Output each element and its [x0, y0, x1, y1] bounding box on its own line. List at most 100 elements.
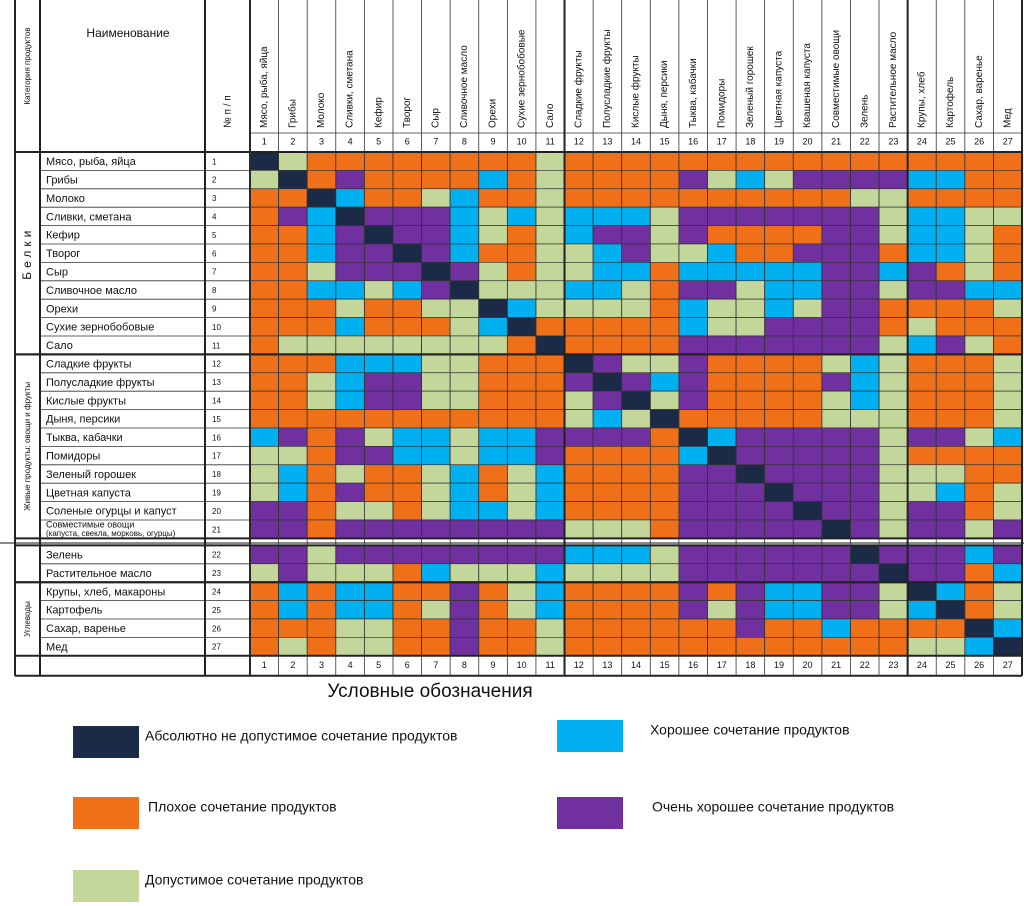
cell [564, 372, 594, 392]
cell [564, 637, 594, 657]
cell [935, 280, 966, 300]
cell [392, 427, 422, 447]
cell [421, 464, 451, 484]
cell [306, 519, 337, 539]
cell [564, 151, 594, 171]
cell [993, 545, 1023, 565]
row-number: 6 [212, 249, 217, 258]
column-number: 27 [1003, 660, 1013, 670]
cell [792, 372, 823, 392]
cell [792, 206, 823, 226]
cell [564, 563, 594, 583]
cell [850, 427, 880, 447]
cell [621, 280, 651, 300]
cell [535, 262, 565, 282]
cell [821, 618, 851, 638]
cell [792, 600, 823, 620]
row-name: Помидоры [46, 451, 100, 463]
cell [507, 482, 537, 502]
cell [678, 409, 708, 429]
row-number: 25 [212, 606, 221, 615]
cell [678, 170, 708, 190]
column-number: 15 [660, 136, 670, 146]
cell [592, 390, 623, 410]
cell [535, 151, 565, 171]
cell [707, 519, 737, 539]
row-number: 9 [212, 305, 217, 314]
cell [649, 519, 680, 539]
cell [935, 335, 966, 355]
group-label: Живые продукты: овощи и фрукты [23, 382, 32, 511]
cell [764, 427, 794, 447]
cell [621, 482, 651, 502]
cell [764, 243, 794, 263]
cell [964, 464, 994, 484]
cell [821, 225, 851, 245]
cell [478, 170, 508, 190]
cell [964, 262, 994, 282]
cell [907, 298, 937, 318]
cell [478, 501, 508, 521]
cell [935, 618, 966, 638]
cell [764, 563, 794, 583]
cell [278, 618, 308, 638]
cell [421, 372, 451, 392]
cell [335, 482, 365, 502]
cell [535, 637, 565, 657]
column-label: Цветная капуста [774, 50, 785, 128]
column-label: Мед [1002, 108, 1013, 128]
cell [507, 262, 537, 282]
cell [449, 545, 480, 565]
row-number: 2 [212, 176, 217, 185]
cell [564, 464, 594, 484]
cell [592, 206, 623, 226]
cell [764, 446, 794, 466]
cell [364, 390, 394, 410]
cell [249, 637, 279, 657]
cell [335, 501, 365, 521]
cell [764, 225, 794, 245]
legend-label: Плохое сочетание продуктов [148, 799, 337, 815]
cell [678, 335, 708, 355]
cell [821, 464, 851, 484]
row-number: 22 [212, 551, 221, 560]
cell [907, 618, 937, 638]
row-name: Сало [46, 340, 73, 352]
cell [364, 335, 394, 355]
cell [907, 354, 937, 374]
cell [392, 545, 422, 565]
cell [707, 280, 737, 300]
cell [392, 188, 422, 208]
row-number: 20 [212, 507, 221, 516]
cell [564, 581, 594, 601]
cell [707, 563, 737, 583]
cell [478, 464, 508, 484]
cell [564, 280, 594, 300]
column-label: Кислые фрукты [630, 55, 642, 128]
cell [278, 206, 308, 226]
cell [878, 170, 908, 190]
cell [306, 501, 337, 521]
cell [707, 464, 737, 484]
column-label: Мясо, рыба, яйца [258, 46, 270, 128]
cell [621, 618, 651, 638]
cell [649, 170, 680, 190]
cell [535, 243, 565, 263]
cell [335, 427, 365, 447]
cell [249, 262, 279, 282]
cell [878, 390, 908, 410]
cell [592, 482, 623, 502]
row-name: Растительное масло [46, 568, 152, 580]
cell [964, 206, 994, 226]
cell [764, 581, 794, 601]
cell [707, 618, 737, 638]
cell [678, 563, 708, 583]
column-number: 18 [745, 136, 755, 146]
column-number: 23 [888, 660, 898, 670]
row-number: 15 [212, 415, 221, 424]
column-label: Сливочное масло [459, 45, 470, 128]
cell [364, 354, 394, 374]
cell [621, 298, 651, 318]
cell [478, 243, 508, 263]
column-label: Сало [545, 103, 556, 128]
